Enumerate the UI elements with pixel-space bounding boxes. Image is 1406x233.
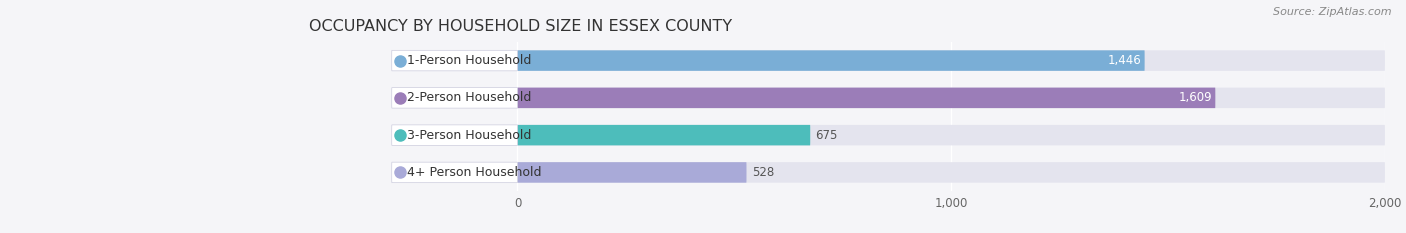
FancyBboxPatch shape <box>517 162 747 183</box>
Text: 1-Person Household: 1-Person Household <box>406 54 531 67</box>
FancyBboxPatch shape <box>517 88 1385 108</box>
Text: Source: ZipAtlas.com: Source: ZipAtlas.com <box>1274 7 1392 17</box>
Text: 1,446: 1,446 <box>1108 54 1142 67</box>
Text: 1,609: 1,609 <box>1178 91 1212 104</box>
Text: OCCUPANCY BY HOUSEHOLD SIZE IN ESSEX COUNTY: OCCUPANCY BY HOUSEHOLD SIZE IN ESSEX COU… <box>309 19 733 34</box>
FancyBboxPatch shape <box>392 88 517 108</box>
FancyBboxPatch shape <box>517 50 1385 71</box>
FancyBboxPatch shape <box>392 50 517 71</box>
Text: 4+ Person Household: 4+ Person Household <box>406 166 541 179</box>
FancyBboxPatch shape <box>392 162 517 183</box>
Text: 675: 675 <box>815 129 838 142</box>
Text: 528: 528 <box>752 166 773 179</box>
FancyBboxPatch shape <box>517 88 1215 108</box>
FancyBboxPatch shape <box>517 50 1144 71</box>
Text: 3-Person Household: 3-Person Household <box>406 129 531 142</box>
FancyBboxPatch shape <box>517 162 1385 183</box>
FancyBboxPatch shape <box>392 125 517 145</box>
Text: 2-Person Household: 2-Person Household <box>406 91 531 104</box>
FancyBboxPatch shape <box>517 125 810 145</box>
FancyBboxPatch shape <box>517 125 1385 145</box>
